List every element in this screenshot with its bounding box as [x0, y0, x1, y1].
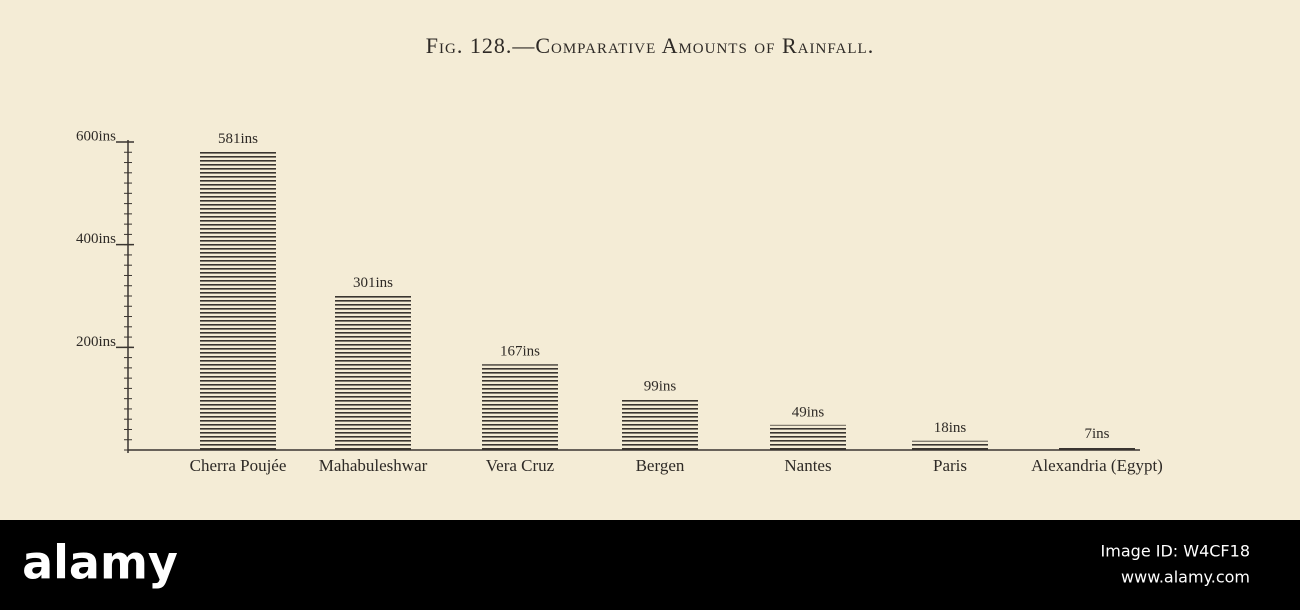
image-id: Image ID: W4CF18 [1101, 542, 1250, 561]
x-tick-label: Alexandria (Egypt) [1031, 456, 1163, 475]
brand: alamy [22, 536, 178, 590]
x-tick-label: Cherra Poujée [190, 456, 287, 475]
value-label: 581ins [218, 131, 258, 147]
bar [1059, 446, 1135, 450]
value-label: 167ins [500, 344, 540, 360]
bar [912, 440, 988, 450]
y-tick-label: 400ins [76, 231, 116, 247]
chart-title: Fig. 128.—Comparative Amounts of Rainfal… [426, 33, 874, 58]
x-tick-label: Nantes [784, 456, 831, 475]
bar [200, 151, 276, 450]
bar [770, 424, 846, 450]
x-tick-label: Vera Cruz [486, 456, 555, 475]
value-label: 18ins [934, 420, 967, 436]
x-tick-label: Paris [933, 456, 967, 475]
bar [622, 399, 698, 450]
value-label: 7ins [1084, 426, 1109, 442]
bar [335, 295, 411, 450]
y-tick-label: 600ins [76, 128, 116, 144]
value-label: 301ins [353, 275, 393, 291]
value-label: 49ins [792, 404, 825, 420]
value-label: 99ins [644, 379, 677, 395]
y-tick-label: 200ins [76, 334, 116, 350]
footer-bar [0, 520, 1300, 610]
url: www.alamy.com [1121, 568, 1250, 587]
x-tick-label: Mahabuleshwar [319, 456, 428, 475]
x-tick-label: Bergen [636, 456, 685, 475]
bar [482, 364, 558, 450]
